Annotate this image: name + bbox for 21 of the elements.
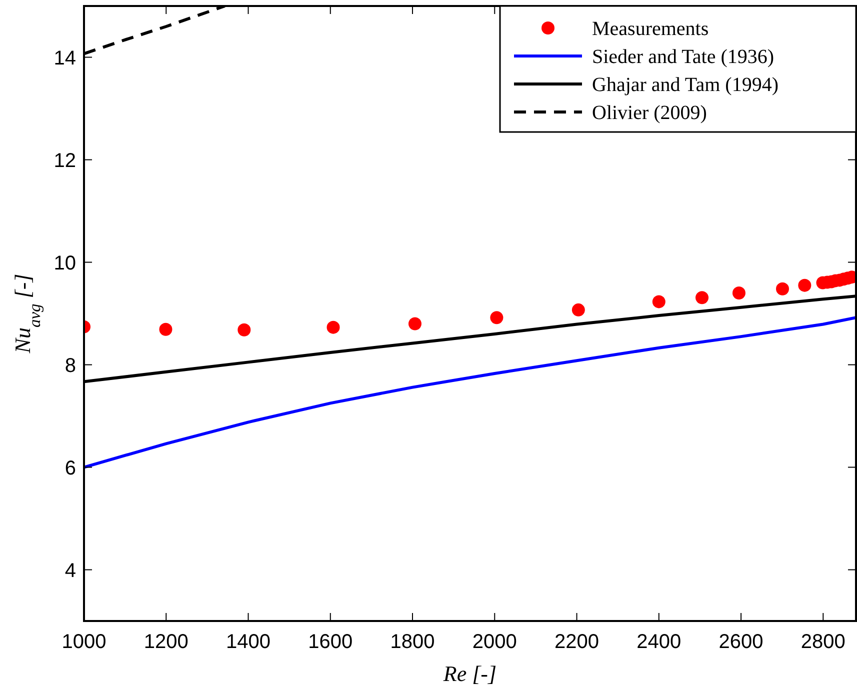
x-tick-label: 1400 [226,631,271,653]
x-axis-title: Re [-] [442,661,497,686]
x-tick-label: 2000 [472,631,517,653]
y-tick-label: 10 [54,252,76,274]
x-tick-label: 1800 [390,631,435,653]
x-tick-label: 2200 [554,631,600,653]
y-tick-label: 8 [64,354,76,377]
x-tick-label: 1200 [144,631,188,653]
y-tick-label: 12 [54,150,76,172]
legend-label: Measurements [592,18,709,40]
legend-label: Sieder and Tate (1936) [592,46,774,68]
x-tick-label: 1000 [62,631,106,653]
x-tick-label: 2600 [718,631,764,653]
y-tick-label: 6 [64,457,76,480]
y-tick-label: 4 [64,560,76,582]
legend-label: Ghajar and Tam (1994) [592,74,779,96]
y-tick-label: 14 [54,47,76,70]
x-tick-label: 2400 [636,631,682,653]
x-tick-label: 2800 [800,631,846,653]
legend-label: Olivier (2009) [592,102,707,124]
x-tick-label: 1600 [308,631,353,653]
